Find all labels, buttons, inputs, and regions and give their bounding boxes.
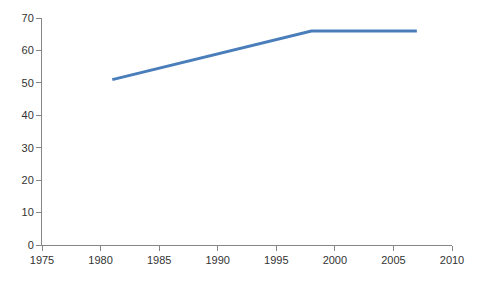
svg-text:40: 40 bbox=[22, 109, 34, 121]
svg-text:2005: 2005 bbox=[381, 254, 405, 266]
svg-text:2010: 2010 bbox=[440, 254, 464, 266]
svg-text:1980: 1980 bbox=[88, 254, 112, 266]
svg-text:2000: 2000 bbox=[323, 254, 347, 266]
svg-text:1995: 1995 bbox=[264, 254, 288, 266]
svg-text:60: 60 bbox=[22, 44, 34, 56]
svg-text:50: 50 bbox=[22, 77, 34, 89]
svg-text:70: 70 bbox=[22, 12, 34, 24]
svg-text:20: 20 bbox=[22, 174, 34, 186]
svg-text:1975: 1975 bbox=[30, 254, 54, 266]
svg-text:0: 0 bbox=[28, 239, 34, 251]
svg-text:10: 10 bbox=[22, 206, 34, 218]
svg-text:1985: 1985 bbox=[147, 254, 171, 266]
svg-text:30: 30 bbox=[22, 142, 34, 154]
svg-text:1990: 1990 bbox=[205, 254, 229, 266]
